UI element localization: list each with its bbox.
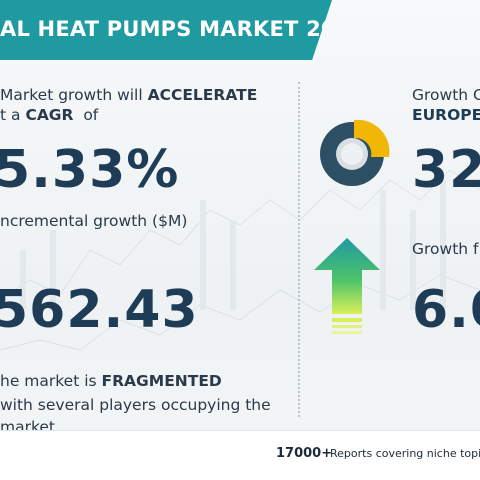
background-chart-texture	[0, 169, 480, 351]
cagr-value: 5.33%	[0, 140, 180, 200]
reports-description: Reports covering niche topi	[330, 447, 480, 460]
market-line-1-prefix: he market is	[0, 372, 102, 390]
growth-line-2: t a CAGR of	[0, 106, 98, 124]
accelerate-emphasis: ACCELERATE	[147, 86, 258, 104]
incremental-growth-value: 562.43	[0, 280, 199, 340]
growth-line-1-prefix: Market growth will	[0, 86, 148, 104]
fragmented-emphasis: FRAGMENTED	[101, 372, 222, 390]
reports-count: 17000+	[276, 446, 333, 461]
market-line-2: with several players occupying the	[0, 396, 271, 414]
page-title: AL HEAT PUMPS MARKET 2021-2025	[0, 17, 434, 41]
up-arrow-icon	[314, 238, 380, 334]
growth-yoy-value: 6.0	[412, 280, 480, 340]
region-share-value: 32	[412, 140, 480, 200]
market-line-1: he market is FRAGMENTED	[0, 372, 222, 390]
growth-region-name: EUROPE	[412, 106, 480, 124]
growth-yoy-label: Growth f	[412, 240, 479, 258]
incremental-growth-label: ncremental growth ($M)	[0, 212, 188, 230]
growth-line-1: Market growth will ACCELERATE	[0, 86, 257, 104]
column-divider	[298, 82, 300, 417]
growth-line-2-prefix: t a	[0, 106, 26, 124]
growth-line-2-suffix: of	[73, 106, 99, 124]
title-banner: AL HEAT PUMPS MARKET 2021-2025	[0, 0, 332, 60]
donut-chart-icon	[320, 119, 390, 186]
growth-region-label: Growth C	[412, 86, 480, 104]
cagr-emphasis: CAGR	[25, 106, 74, 124]
footer-bar: 17000+ Reports covering niche topi	[0, 430, 480, 480]
